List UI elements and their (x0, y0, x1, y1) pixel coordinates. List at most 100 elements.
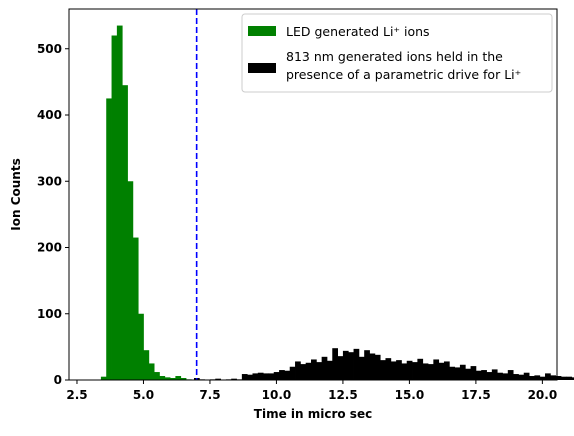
histogram-bar-series-1 (321, 356, 328, 380)
bars-layer (100, 25, 574, 381)
legend-label-series-1-line-1: 813 nm generated ions held in the (286, 49, 503, 64)
histogram-bar-series-0 (111, 35, 118, 380)
histogram-bar-series-0 (164, 377, 171, 380)
histogram-bar-series-1 (326, 360, 333, 380)
y-ticks-layer: 0 100 200 300 400 500 (37, 42, 69, 387)
histogram-bar-series-1 (396, 360, 402, 381)
histogram-bar-series-1 (289, 366, 296, 380)
x-tick-label: 20.0 (528, 388, 558, 402)
histogram-bar-series-0 (170, 378, 176, 380)
histogram-bar-series-1 (257, 372, 264, 380)
histogram-bar-series-1 (316, 362, 323, 380)
histogram-bar-series-1 (539, 376, 546, 380)
histogram-bar-series-1 (443, 361, 450, 380)
histogram-bar-series-0 (148, 363, 155, 380)
histogram-bar-series-0 (122, 85, 128, 380)
histogram-bar-series-0 (106, 98, 112, 380)
histogram-bar-series-1 (337, 356, 344, 380)
histogram-bar-series-1 (252, 373, 259, 381)
histogram-bar-series-1 (342, 350, 349, 380)
histogram-bar-series-1 (497, 372, 503, 380)
histogram-bar-series-1 (417, 358, 424, 380)
histogram-bar-series-1 (459, 364, 466, 380)
x-tick-label: 17.5 (461, 388, 491, 402)
legend-swatch-series-1 (248, 63, 276, 73)
histogram-bar-series-1 (401, 363, 408, 380)
histogram-bar-series-0 (100, 376, 107, 380)
histogram-bar-series-1 (358, 356, 365, 380)
histogram-bar-series-1 (300, 364, 307, 380)
y-tick-label: 0 (54, 373, 62, 387)
histogram-bar-series-1 (491, 369, 498, 380)
histogram-bar-series-1 (385, 358, 392, 380)
histogram-bar-series-1 (571, 377, 574, 380)
histogram-bar-series-1 (215, 378, 221, 380)
legend-swatch-series-0 (248, 26, 276, 36)
histogram-bar-series-1 (566, 376, 573, 380)
legend: LED generated Li⁺ ions 813 nm generated … (241, 13, 553, 93)
histogram-bar-series-1 (449, 366, 456, 380)
histogram-bar-series-1 (348, 352, 354, 380)
histogram-bar-series-1 (545, 373, 551, 381)
histogram-bar-series-1 (454, 367, 461, 380)
histogram-bar-series-1 (518, 374, 525, 380)
histogram-bar-series-0 (154, 372, 160, 380)
histogram-bar-series-1 (433, 359, 440, 380)
y-axis-title: Ion Counts (9, 158, 23, 230)
histogram-bar-series-1 (481, 370, 487, 380)
histogram-bar-series-1 (231, 378, 237, 380)
histogram-bar-series-1 (502, 373, 509, 381)
histogram-bar-series-1 (390, 361, 397, 380)
histogram-bar-series-1 (428, 364, 434, 380)
histogram-bar-series-1 (507, 370, 514, 380)
histogram-bar-series-1 (247, 374, 253, 380)
histogram-bar-series-1 (332, 348, 338, 380)
x-tick-label: 15.0 (395, 388, 425, 402)
y-tick-label: 300 (37, 174, 62, 188)
histogram-bar-series-1 (465, 368, 471, 380)
plot-frame (68, 8, 558, 381)
histogram-bar-series-0 (138, 313, 144, 380)
histogram-bar-series-1 (241, 374, 248, 380)
histogram-bar-series-1 (529, 376, 535, 380)
x-axis-title: Time in micro sec (254, 407, 372, 421)
histogram-bar-series-1 (412, 362, 418, 380)
x-tick-label: 10.0 (262, 388, 292, 402)
x-tick-label: 2.5 (66, 388, 87, 402)
histogram-bar-series-0 (132, 237, 139, 380)
y-tick-label: 500 (37, 42, 62, 56)
histogram-bar-series-1 (353, 348, 360, 380)
histogram-bar-series-1 (513, 374, 519, 380)
legend-label-series-0: LED generated Li⁺ ions (286, 24, 430, 39)
histogram-bar-series-1 (364, 350, 370, 380)
histogram-bar-series-1 (523, 372, 530, 380)
y-tick-label: 400 (37, 108, 62, 122)
x-tick-label: 7.5 (199, 388, 220, 402)
histogram-bar-series-1 (311, 359, 317, 380)
legend-label-series-1-line-2: presence of a parametric drive for Li⁺ (286, 67, 521, 82)
y-tick-label: 200 (37, 241, 62, 255)
histogram-bar-series-0 (175, 376, 182, 380)
histogram-bar-series-1 (475, 370, 482, 380)
histogram-bar-series-0 (127, 181, 134, 380)
histogram-bar-series-1 (422, 363, 429, 380)
histogram-bar-series-1 (374, 354, 381, 380)
histogram-bar-series-1 (268, 373, 275, 381)
histogram-bar-series-1 (550, 375, 557, 380)
histogram-bar-series-1 (486, 372, 493, 380)
histogram-bar-series-1 (263, 373, 269, 381)
histogram-bar-series-0 (143, 350, 150, 380)
histogram-bar-series-1 (305, 362, 312, 380)
legend-frame (241, 13, 553, 93)
x-ticks-layer: 2.5 5.0 7.5 10.0 12.5 15.0 17.5 20.0 (66, 380, 557, 402)
x-tick-label: 12.5 (328, 388, 358, 402)
histogram-bar-series-1 (470, 366, 477, 380)
histogram-bar-series-1 (284, 370, 291, 380)
histogram-bar-series-0 (116, 25, 123, 381)
histogram-bar-series-1 (555, 376, 562, 380)
histogram-bar-series-1 (369, 353, 376, 380)
histogram-bar-series-1 (406, 360, 413, 380)
histogram-bar-series-0 (180, 378, 187, 380)
